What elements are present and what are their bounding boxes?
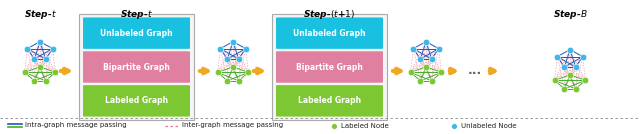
Point	[408, 48, 419, 50]
Text: Labeled Node: Labeled Node	[341, 122, 388, 129]
FancyBboxPatch shape	[276, 17, 383, 49]
Point	[51, 71, 61, 73]
Point	[559, 88, 570, 90]
Point	[234, 80, 244, 82]
Point	[406, 71, 416, 73]
Point	[19, 71, 29, 73]
Point	[552, 55, 563, 58]
Text: Step-$t$: Step-$t$	[120, 8, 153, 21]
Point	[241, 48, 251, 50]
FancyBboxPatch shape	[276, 85, 383, 117]
Point	[550, 79, 560, 81]
Point	[47, 48, 58, 50]
Point	[415, 58, 426, 60]
Point	[421, 40, 431, 43]
FancyBboxPatch shape	[83, 85, 190, 117]
Text: Labeled Graph: Labeled Graph	[105, 96, 168, 105]
Text: Step-$B$: Step-$B$	[553, 8, 588, 21]
Text: Inter-graph message passing: Inter-graph message passing	[182, 122, 283, 129]
Point	[449, 124, 459, 127]
Point	[40, 80, 51, 82]
Point	[580, 79, 591, 81]
Point	[570, 66, 580, 68]
Point	[565, 74, 575, 76]
Point	[426, 58, 436, 60]
Point	[565, 49, 575, 51]
Point	[228, 40, 238, 43]
Point	[29, 58, 40, 60]
Text: Step-$(t$+$1)$: Step-$(t$+$1)$	[303, 8, 356, 21]
Point	[35, 66, 45, 68]
Point	[243, 71, 253, 73]
Point	[228, 66, 238, 68]
Text: Bipartite Graph: Bipartite Graph	[103, 62, 170, 72]
Point	[35, 40, 45, 43]
Text: Labeled Graph: Labeled Graph	[298, 96, 361, 105]
Text: Intra-graph message passing: Intra-graph message passing	[25, 122, 127, 129]
Point	[433, 48, 444, 50]
Point	[22, 48, 33, 50]
Text: Step-$t$: Step-$t$	[24, 8, 56, 21]
Point	[329, 124, 339, 127]
Point	[426, 80, 436, 82]
FancyBboxPatch shape	[83, 17, 190, 49]
Point	[415, 80, 426, 82]
Point	[436, 71, 447, 73]
Text: ...: ...	[468, 64, 482, 77]
Point	[421, 66, 431, 68]
Point	[577, 55, 588, 58]
Text: Unlabeled Graph: Unlabeled Graph	[293, 29, 366, 38]
Text: Unlabeled Graph: Unlabeled Graph	[100, 29, 173, 38]
Point	[222, 80, 232, 82]
Point	[29, 80, 40, 82]
Text: Bipartite Graph: Bipartite Graph	[296, 62, 363, 72]
FancyBboxPatch shape	[83, 51, 190, 83]
Point	[215, 48, 225, 50]
Point	[212, 71, 223, 73]
FancyBboxPatch shape	[276, 51, 383, 83]
Point	[570, 88, 580, 90]
Point	[222, 58, 232, 60]
Text: Unlabeled Node: Unlabeled Node	[461, 122, 516, 129]
Point	[234, 58, 244, 60]
FancyBboxPatch shape	[79, 14, 194, 120]
Point	[40, 58, 51, 60]
FancyBboxPatch shape	[272, 14, 387, 120]
Point	[559, 66, 570, 68]
